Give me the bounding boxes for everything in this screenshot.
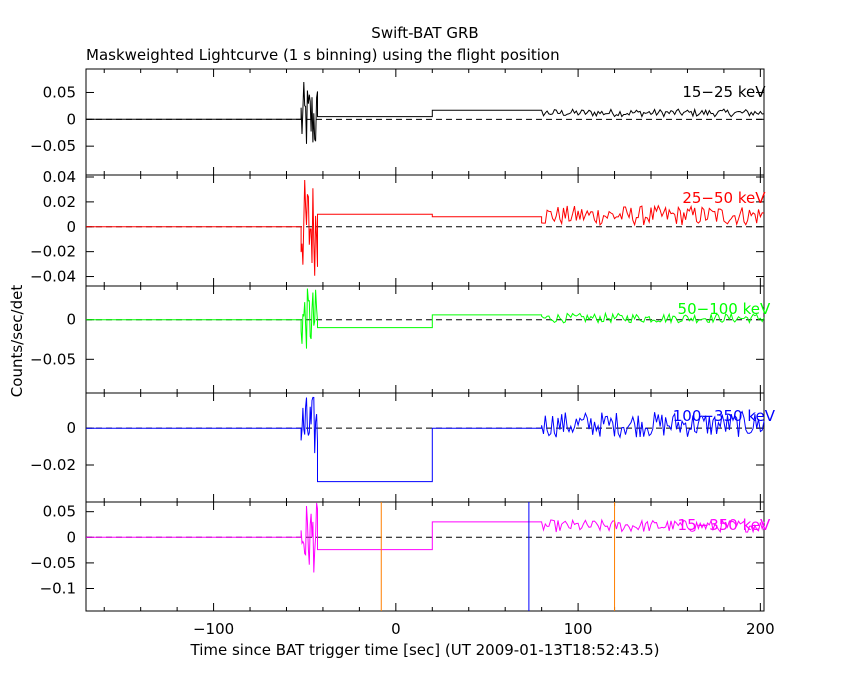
y-tick-label: 0 (66, 528, 76, 546)
panel-1: −0.04 −0.02 0 0.02 0.04 25−50 keV (30, 168, 766, 287)
panels-group: −0.05 0 0.05 15−25 keV −0.04 −0.02 0 0.02 0.04 25… (30, 68, 776, 612)
y-tick-label: 0.05 (43, 503, 76, 521)
series-line (86, 288, 765, 349)
x-tick-labels: −100 0 100 200 (193, 620, 775, 638)
y-tick-label: −0.05 (30, 137, 76, 155)
panel-frame (85, 501, 765, 612)
panel-4: −0.1 −0.05 0 0.05 15−350 keV (30, 501, 771, 612)
y-tick-label: 0.02 (43, 193, 76, 211)
y-tick-label: 0.04 (43, 168, 76, 186)
band-label: 50−100 keV (678, 300, 771, 318)
series-line (86, 179, 765, 276)
panel-frame (85, 68, 765, 176)
y-tick-label: 0 (66, 311, 76, 329)
y-axis-label: Counts/sec/det (8, 285, 26, 398)
x-tick-label: −100 (193, 620, 234, 638)
chart-subtitle: Maskweighted Lightcurve (1 s binning) us… (86, 46, 560, 64)
y-tick-label: −0.1 (40, 580, 76, 598)
band-label: 15−350 keV (678, 516, 771, 534)
band-label: 25−50 keV (682, 189, 766, 207)
panel-2: −0.05 0 50−100 keV (30, 285, 771, 394)
panel-frame (85, 392, 765, 503)
band-label: 15−25 keV (682, 83, 766, 101)
x-axis-label: Time since BAT trigger time [sec] (UT 20… (190, 641, 660, 659)
chart-title: Swift-BAT GRB (371, 24, 478, 42)
y-tick-label: 0 (66, 419, 76, 437)
x-tick-label: 200 (746, 620, 775, 638)
y-tick-label: −0.02 (30, 243, 76, 261)
y-tick-label: −0.02 (30, 456, 76, 474)
y-tick-label: 0 (66, 218, 76, 236)
panel-frame (85, 285, 765, 394)
band-label: 100−350 keV (673, 407, 776, 425)
y-tick-label: −0.05 (30, 554, 76, 572)
series-line (86, 502, 765, 573)
y-tick-label: −0.05 (30, 350, 76, 368)
series-line (86, 396, 765, 483)
x-tick-label: 100 (564, 620, 593, 638)
y-tick-label: 0 (66, 110, 76, 128)
y-tick-label: −0.04 (30, 268, 76, 286)
x-tick-label: 0 (391, 620, 401, 638)
series-line (86, 81, 765, 144)
panel-3: −0.02 0 100−350 keV (30, 392, 776, 503)
panel-frame (85, 174, 765, 287)
panel-0: −0.05 0 0.05 15−25 keV (30, 68, 766, 176)
y-tick-label: 0.05 (43, 83, 76, 101)
